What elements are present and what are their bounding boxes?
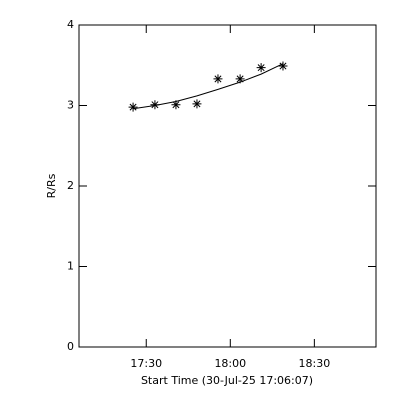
data-point [256, 63, 266, 73]
plot-frame [78, 24, 377, 348]
x-tick-label: 18:00 [214, 357, 246, 370]
y-tick-label: 0 [67, 340, 74, 353]
data-point [150, 100, 160, 110]
fit-line [133, 63, 284, 110]
y-tick-label: 1 [67, 260, 74, 273]
x-axis-label: Start Time (30-Jul-25 17:06:07) [141, 374, 313, 387]
data-point [235, 74, 245, 84]
data-point [171, 100, 181, 110]
y-axis-label: R/Rs [45, 173, 58, 198]
x-tick-label: 18:30 [299, 357, 331, 370]
x-tick-label: 17:30 [130, 357, 162, 370]
data-point [128, 102, 138, 112]
y-tick-label: 2 [67, 179, 74, 192]
y-tick-label: 3 [67, 99, 74, 112]
data-point [213, 74, 223, 84]
y-tick-label: 4 [67, 18, 74, 31]
data-point [192, 99, 202, 109]
data-point [278, 61, 288, 71]
